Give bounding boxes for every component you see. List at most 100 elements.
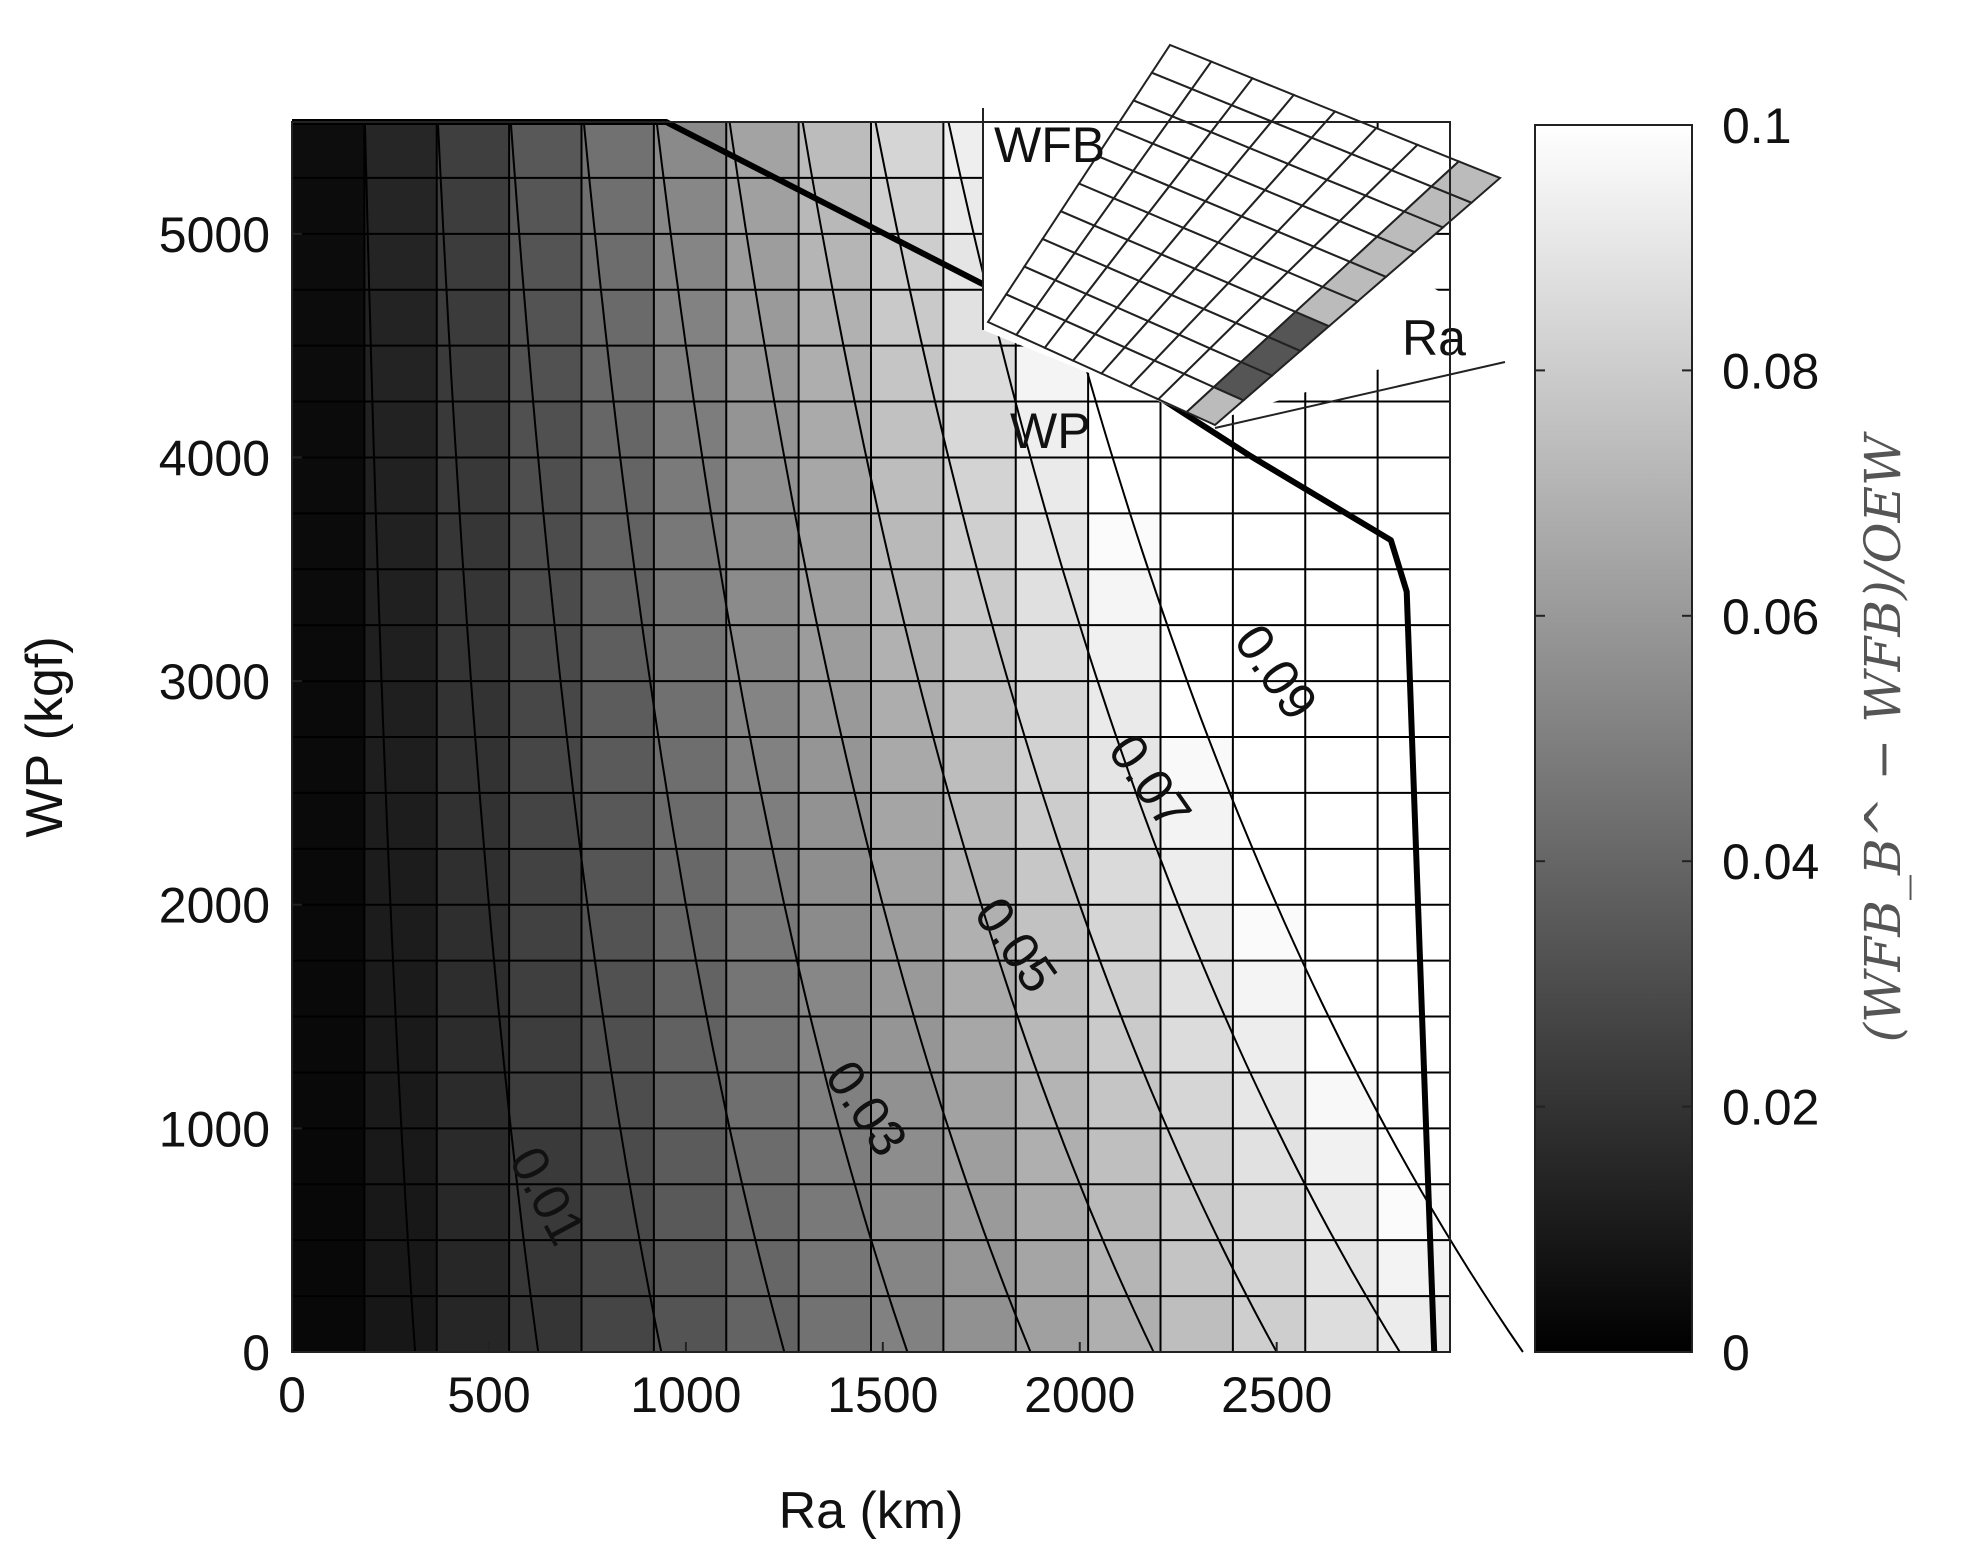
heatmap-cell xyxy=(653,1296,727,1353)
heatmap-cell xyxy=(943,848,1017,906)
colorbar-label: (WFB_B^ − WFB)/OEW xyxy=(1854,431,1912,1042)
heatmap-cell xyxy=(1015,513,1089,570)
heatmap-cell xyxy=(1377,904,1451,962)
heatmap-cell xyxy=(509,1016,583,1074)
heatmap-cell xyxy=(798,401,872,459)
heatmap-cell xyxy=(943,1072,1017,1129)
heatmap-cell xyxy=(364,960,438,1018)
heatmap-surface xyxy=(292,122,1451,1353)
heatmap-cell xyxy=(1377,1296,1451,1353)
heatmap-cell xyxy=(364,681,438,738)
heatmap-cell xyxy=(509,122,583,179)
colorbar: 0 0.02 0.04 0.06 0.08 0.1 (WFB_B^ − WFB)/OEW xyxy=(1534,98,1912,1381)
heatmap-cell xyxy=(1088,960,1162,1018)
inset-label-wp: WP xyxy=(1010,403,1091,459)
colorbar-tick-label: 0.04 xyxy=(1722,834,1819,890)
heatmap-cell xyxy=(1160,792,1234,850)
inset-ra-axis xyxy=(1214,361,1506,429)
heatmap-cell xyxy=(1160,1072,1234,1129)
heatmap-cell xyxy=(943,681,1017,738)
heatmap-cell xyxy=(871,122,944,179)
heatmap-cell xyxy=(871,569,944,626)
heatmap-cell xyxy=(509,177,583,235)
heatmap-cell xyxy=(871,904,944,962)
heatmap-cell xyxy=(943,737,1017,794)
y-tick-label: 2000 xyxy=(159,878,270,934)
heatmap-cell xyxy=(798,1240,872,1297)
heatmap-cell xyxy=(943,513,1017,570)
heatmap-cell xyxy=(1160,1296,1234,1353)
heatmap-cell xyxy=(509,792,583,850)
heatmap-cell xyxy=(653,457,727,514)
heatmap-cell xyxy=(653,1240,727,1297)
heatmap-cell xyxy=(653,233,727,291)
heatmap-cell xyxy=(653,1128,727,1185)
y-tick-label: 4000 xyxy=(159,430,270,486)
heatmap-cell xyxy=(726,401,800,459)
heatmap-cell xyxy=(436,177,510,235)
heatmap-cell xyxy=(581,1240,655,1297)
heatmap-cell xyxy=(581,401,655,459)
heatmap-cell xyxy=(726,737,800,794)
heatmap-cell xyxy=(1232,513,1306,570)
heatmap-cell xyxy=(1160,457,1234,514)
heatmap-cell xyxy=(292,457,365,514)
heatmap-cell xyxy=(292,1296,365,1353)
heatmap-cell xyxy=(292,904,365,962)
x-tick-label: 2000 xyxy=(1024,1367,1135,1423)
heatmap-cell xyxy=(1088,904,1162,962)
heatmap-cell xyxy=(726,569,800,626)
heatmap-cell xyxy=(1377,569,1451,626)
x-axis-label: Ra (km) xyxy=(779,1482,964,1540)
heatmap-cell xyxy=(509,960,583,1018)
heatmap-cell xyxy=(581,792,655,850)
heatmap-cell xyxy=(436,233,510,291)
heatmap-cell xyxy=(653,569,727,626)
heatmap-cell xyxy=(364,345,438,403)
heatmap-cell xyxy=(1232,1184,1306,1241)
heatmap-cell xyxy=(436,1296,510,1353)
heatmap-cell xyxy=(509,625,583,682)
heatmap-cell xyxy=(364,1016,438,1074)
heatmap-cell xyxy=(1232,1072,1306,1129)
heatmap-cell xyxy=(1377,1240,1451,1297)
heatmap-cell xyxy=(1377,960,1451,1018)
heatmap-cell xyxy=(726,960,800,1018)
y-tick-label: 1000 xyxy=(159,1101,270,1157)
heatmap-cell xyxy=(871,737,944,794)
heatmap-cell xyxy=(292,960,365,1018)
heatmap-cell xyxy=(798,569,872,626)
heatmap-cell xyxy=(292,792,365,850)
heatmap-cell xyxy=(509,1240,583,1297)
heatmap-cell xyxy=(292,401,365,459)
heatmap-cell xyxy=(798,457,872,514)
heatmap-cell xyxy=(509,737,583,794)
heatmap-cell xyxy=(798,1016,872,1074)
heatmap-cell xyxy=(1305,904,1379,962)
heatmap-cell xyxy=(509,1072,583,1129)
heatmap-cell xyxy=(1160,569,1234,626)
heatmap-cell xyxy=(509,401,583,459)
x-tick-label: 0 xyxy=(278,1367,306,1423)
heatmap-cell xyxy=(1305,1240,1379,1297)
heatmap-cell xyxy=(364,904,438,962)
heatmap-cell xyxy=(1015,960,1089,1018)
heatmap-cell xyxy=(871,1016,944,1074)
heatmap-cell xyxy=(653,848,727,906)
heatmap-cell xyxy=(364,848,438,906)
heatmap-cell xyxy=(1377,1128,1451,1185)
heatmap-cell xyxy=(871,345,944,403)
heatmap-cell xyxy=(1160,1128,1234,1185)
heatmap-cell xyxy=(653,289,727,347)
heatmap-cell xyxy=(798,625,872,682)
heatmap-cell xyxy=(871,681,944,738)
heatmap-cell xyxy=(1088,457,1162,514)
heatmap-cell xyxy=(1088,792,1162,850)
heatmap-cell xyxy=(364,401,438,459)
heatmap-cell xyxy=(1015,1240,1089,1297)
heatmap-cell xyxy=(292,177,365,235)
heatmap-cell xyxy=(1015,1184,1089,1241)
heatmap-cell xyxy=(1088,1128,1162,1185)
heatmap-cell xyxy=(364,1296,438,1353)
heatmap-cell xyxy=(364,177,438,235)
